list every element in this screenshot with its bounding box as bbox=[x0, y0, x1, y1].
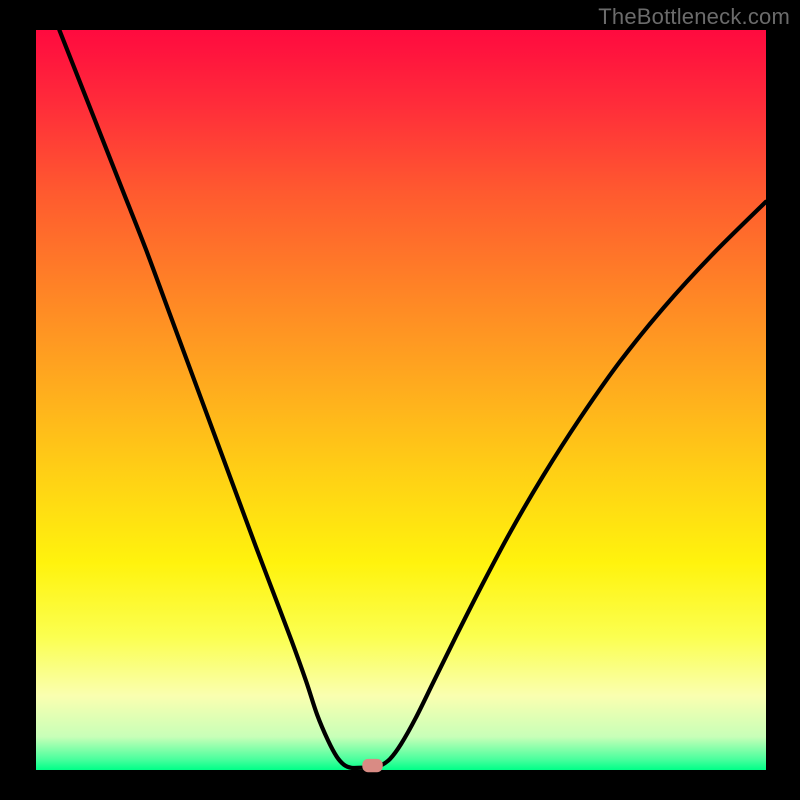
minimum-marker bbox=[362, 759, 382, 772]
plot-background bbox=[36, 30, 766, 770]
watermark-text: TheBottleneck.com bbox=[598, 4, 790, 30]
bottleneck-chart bbox=[0, 0, 800, 800]
